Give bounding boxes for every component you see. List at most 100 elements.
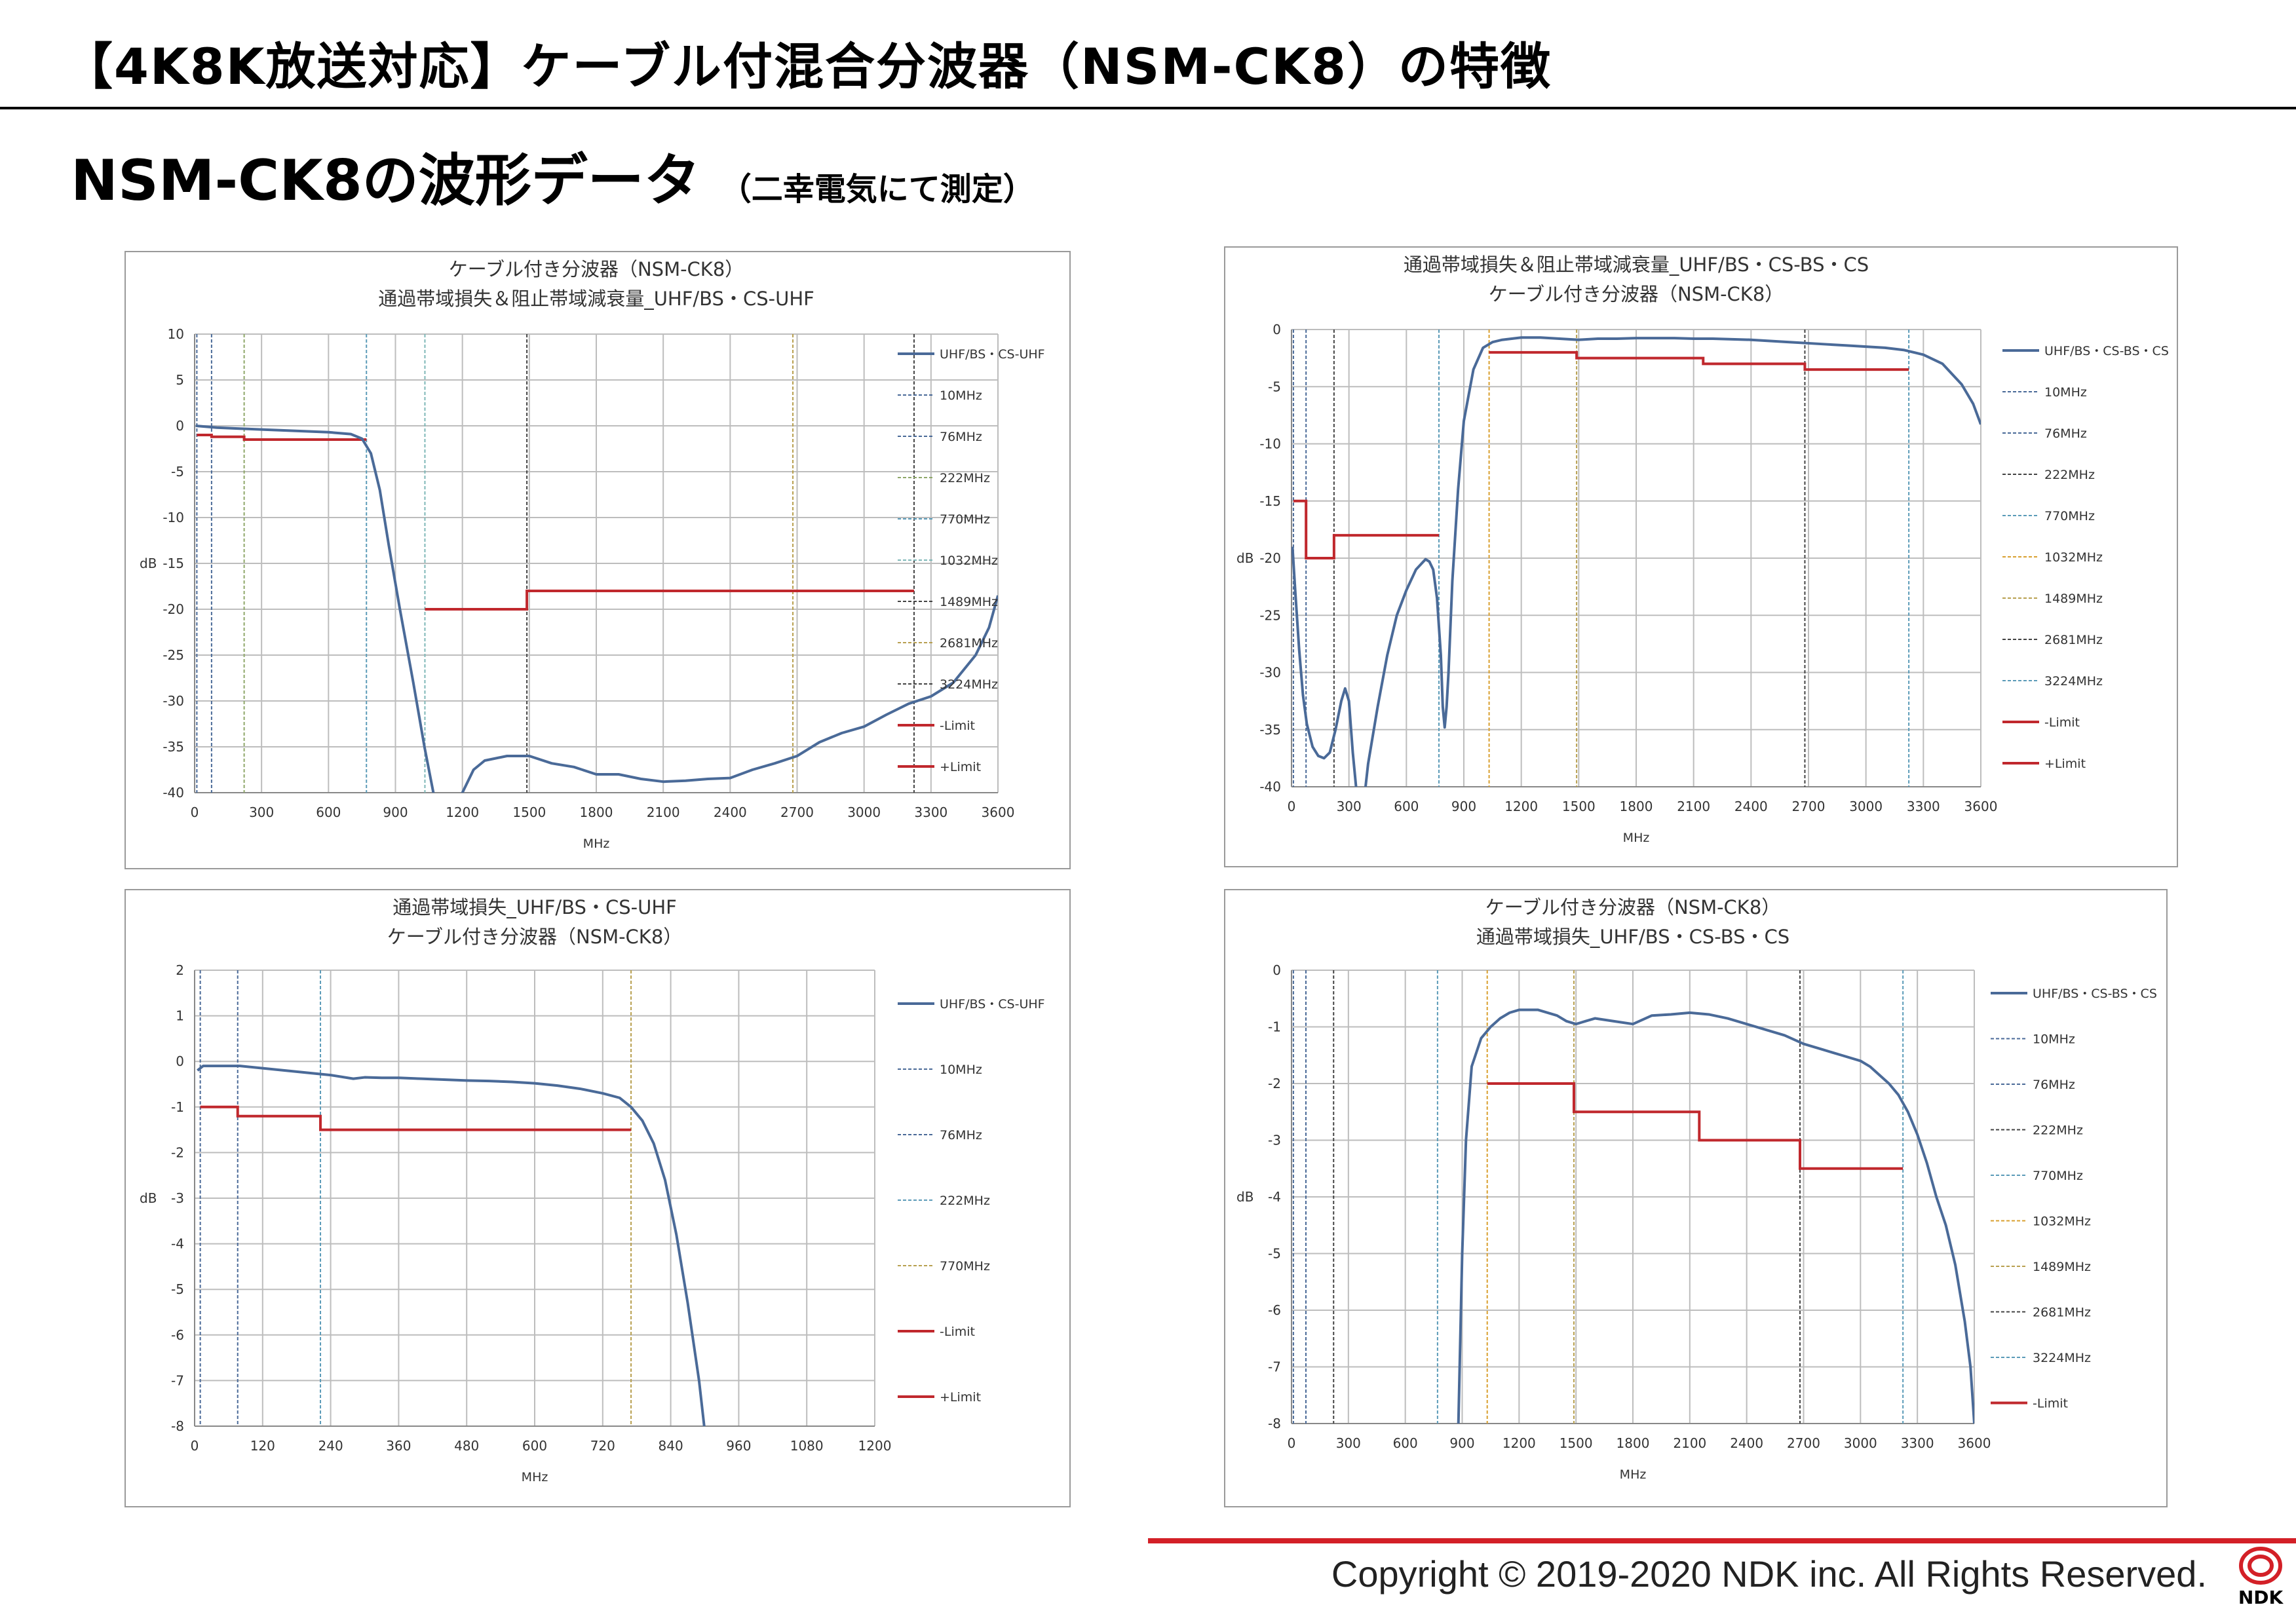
legend-label: +Limit — [2044, 757, 2086, 771]
series-line — [1457, 1008, 1974, 1424]
series-line — [1292, 336, 1981, 787]
y-tick-label: -6 — [1268, 1302, 1281, 1318]
legend-label: 2681MHz — [2033, 1306, 2091, 1320]
x-tick-label: 300 — [1336, 1435, 1361, 1451]
y-tick-label: -4 — [1268, 1189, 1281, 1205]
legend: UHF/BS・CS-BS・CS 10MHz 76MHz 222MHz 770MHz 103… — [2002, 344, 2169, 771]
legend-label: UHF/BS・CS-UHF — [940, 347, 1045, 362]
legend-label: 1032MHz — [940, 554, 998, 568]
legend-label: 76MHz — [940, 1128, 982, 1142]
legend-label: 1032MHz — [2033, 1215, 2091, 1229]
limit-line-minus — [1489, 350, 1909, 371]
footer-divider — [1148, 1538, 2296, 1543]
legend-label: -Limit — [940, 719, 975, 733]
legend-label: 76MHz — [940, 430, 982, 444]
y-tick-label: 5 — [176, 372, 184, 388]
x-tick-label: 0 — [1288, 799, 1296, 814]
x-tick-label: 2100 — [647, 804, 680, 820]
x-tick-label: 3000 — [847, 804, 881, 820]
chart-subtitle: ケーブル付き分波器（NSM-CK8） — [387, 926, 683, 948]
y-tick-label: -7 — [171, 1372, 184, 1388]
chart-subtitle: 通過帯域損失＆阻止帯域減衰量_UHF/BS・CS-UHF — [378, 288, 814, 310]
x-tick-label: 3600 — [1958, 1435, 1991, 1451]
x-tick-label: 3000 — [1849, 799, 1883, 814]
legend-label: 10MHz — [940, 1063, 982, 1077]
x-tick-label: 2100 — [1677, 799, 1710, 814]
limit-lines — [200, 1105, 632, 1131]
x-tick-label: 1800 — [1620, 799, 1653, 814]
x-tick-label: 600 — [1394, 799, 1419, 814]
y-tick-label: -35 — [163, 739, 184, 755]
legend-label: 3224MHz — [2044, 674, 2103, 689]
x-tick-label: 3000 — [1844, 1435, 1877, 1451]
legend-label: 2681MHz — [940, 636, 998, 651]
legend-label: 770MHz — [2033, 1169, 2083, 1183]
legend-label: 76MHz — [2044, 426, 2087, 441]
x-tick-label: 120 — [250, 1438, 275, 1454]
legend-label: 1489MHz — [940, 595, 998, 609]
x-tick-label: 1080 — [790, 1438, 824, 1454]
x-tick-label: 2700 — [1792, 799, 1826, 814]
y-axis-label: dB — [1236, 550, 1253, 566]
y-tick-label: 0 — [1272, 322, 1281, 337]
series-line — [195, 425, 998, 793]
legend-label: UHF/BS・CS-BS・CS — [2044, 344, 2169, 358]
y-tick-label: -10 — [163, 510, 184, 525]
y-tick-label: 10 — [168, 326, 184, 342]
chart-svg: ケーブル付き分波器（NSM-CK8） 通過帯域損失＆阻止帯域減衰量_UHF/BS・… — [124, 251, 1071, 869]
legend-label: 3224MHz — [940, 677, 998, 692]
x-tick-label: 600 — [522, 1438, 547, 1454]
frequency-markers — [196, 334, 915, 793]
y-tick-label: -20 — [1259, 550, 1281, 566]
y-tick-label: -4 — [171, 1236, 184, 1252]
x-tick-label: 480 — [454, 1438, 479, 1454]
y-tick-label: -3 — [1268, 1133, 1281, 1148]
measurement-note: （二幸電気にて測定） — [719, 171, 1035, 208]
chart-bscs-passband: ケーブル付き分波器（NSM-CK8） 通過帯域損失_UHF/BS・CS-BS・CS… — [1224, 889, 2168, 1507]
y-tick-label: -35 — [1259, 722, 1281, 738]
legend-label: 222MHz — [940, 1194, 990, 1208]
section-title-text: NSM-CK8の波形データ — [71, 148, 700, 214]
x-tick-label: 1200 — [1502, 1435, 1536, 1451]
legend-label: 2681MHz — [2044, 633, 2103, 647]
x-tick-label: 1500 — [1559, 1435, 1593, 1451]
chart-frame — [1224, 889, 2168, 1507]
frequency-markers — [1292, 970, 1904, 1424]
chart-subtitle: ケーブル付き分波器（NSM-CK8） — [1489, 283, 1784, 305]
x-tick-label: 3300 — [1901, 1435, 1934, 1451]
legend-label: 770MHz — [940, 512, 990, 527]
chart-svg: 通過帯域損失＆阻止帯域減衰量_UHF/BS・CS-BS・CS ケーブル付き分波器（… — [1224, 246, 2178, 867]
y-tick-label: -15 — [163, 556, 184, 571]
y-tick-label: -8 — [1268, 1416, 1281, 1431]
section-title: NSM-CK8の波形データ （二幸電気にて測定） — [71, 134, 1035, 216]
x-axis-label: MHz — [583, 837, 610, 851]
legend-label: -Limit — [940, 1325, 975, 1339]
x-axis-label: MHz — [1623, 831, 1650, 845]
y-tick-label: -30 — [163, 693, 184, 709]
y-tick-label: -5 — [1268, 1246, 1281, 1262]
x-tick-label: 600 — [1393, 1435, 1418, 1451]
y-tick-label: 0 — [1272, 962, 1281, 978]
frequency-markers — [1292, 330, 1910, 787]
x-tick-label: 2700 — [1787, 1435, 1820, 1451]
y-tick-label: -8 — [171, 1418, 184, 1434]
x-tick-label: 360 — [386, 1438, 411, 1454]
x-tick-label: 2400 — [1734, 799, 1768, 814]
x-tick-label: 300 — [249, 804, 274, 820]
y-tick-label: -6 — [171, 1327, 184, 1343]
y-tick-label: -20 — [163, 601, 184, 617]
limit-line-minus — [200, 1105, 632, 1131]
x-tick-label: 2100 — [1673, 1435, 1706, 1451]
y-tick-label: -1 — [171, 1099, 184, 1115]
x-tick-label: 1800 — [1617, 1435, 1650, 1451]
x-tick-label: 3600 — [1964, 799, 1998, 814]
x-tick-label: 900 — [383, 804, 408, 820]
y-tick-label: -5 — [1268, 379, 1281, 394]
limit-lines — [197, 434, 914, 611]
y-tick-label: -2 — [171, 1144, 184, 1160]
y-tick-label: -7 — [1268, 1359, 1281, 1375]
chart-title: ケーブル付き分波器（NSM-CK8） — [449, 258, 744, 280]
x-tick-label: 240 — [318, 1438, 343, 1454]
copyright-text: Copyright © 2019-2020 NDK inc. All Right… — [1331, 1553, 2207, 1595]
grid — [194, 333, 999, 793]
